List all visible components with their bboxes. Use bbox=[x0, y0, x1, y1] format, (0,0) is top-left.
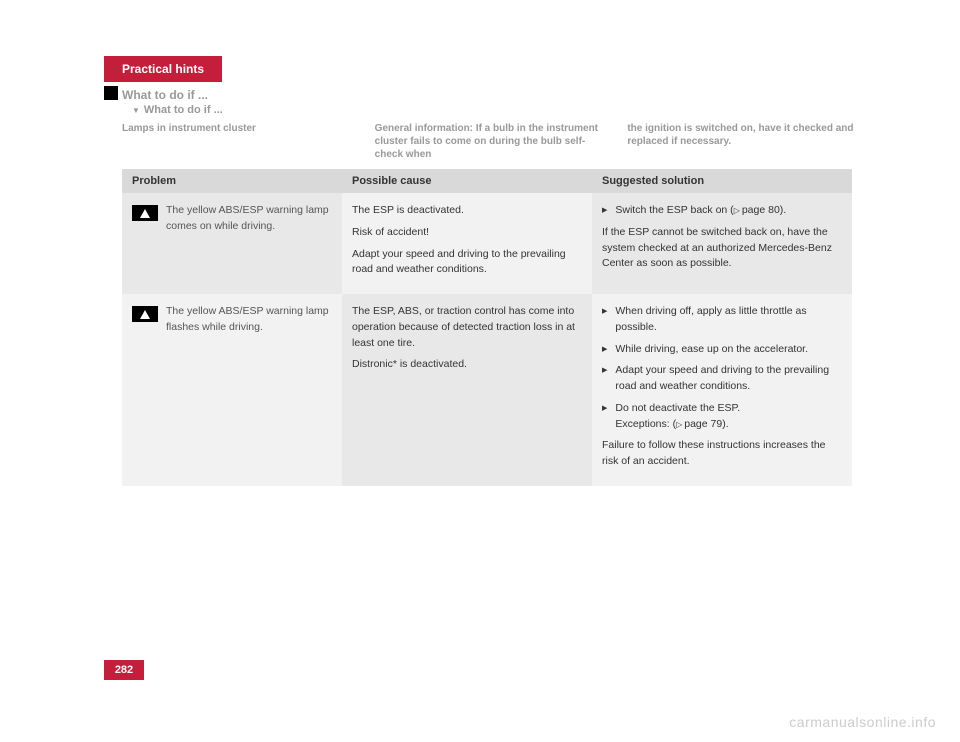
bullet-text: Adapt your speed and driving to the prev… bbox=[615, 363, 842, 395]
solution-bullet: Do not deactivate the ESP. Exceptions: (… bbox=[602, 401, 842, 433]
bullet-text: Exceptions: ( bbox=[615, 418, 676, 430]
solution-bullet: When driving off, apply as little thrott… bbox=[602, 304, 842, 336]
table-row: The yellow ABS/ESP warning lamp comes on… bbox=[122, 193, 852, 294]
subsection-label: What to do if ... bbox=[144, 104, 223, 116]
page-number: 282 bbox=[104, 660, 144, 680]
col-right-heading: the ignition is switched on, have it che… bbox=[627, 122, 864, 161]
header-solution: Suggested solution bbox=[592, 169, 852, 193]
subsection-title: What to do if ... bbox=[132, 104, 864, 116]
solution-bullet: Switch the ESP back on (page 80). bbox=[602, 203, 842, 219]
warning-lamp-icon bbox=[132, 306, 158, 322]
solution-bullet: Adapt your speed and driving to the prev… bbox=[602, 363, 842, 395]
problem-text: The yellow ABS/ESP warning lamp comes on… bbox=[166, 203, 332, 284]
table-header-row: Problem Possible cause Suggested solutio… bbox=[122, 169, 852, 193]
bullet-text: When driving off, apply as little thrott… bbox=[615, 304, 842, 336]
watermark: carmanualsonline.info bbox=[789, 714, 936, 730]
cause-cell: The ESP is deactivated. Risk of accident… bbox=[342, 193, 592, 294]
cause-line: Distronic* is deactivated. bbox=[352, 357, 582, 373]
section-marker bbox=[104, 86, 118, 100]
info-columns: Lamps in instrument cluster General info… bbox=[122, 122, 864, 161]
solution-paragraph: If the ESP cannot be switched back on, h… bbox=[602, 225, 842, 272]
cause-cell: The ESP, ABS, or traction control has co… bbox=[342, 294, 592, 486]
section-title: What to do if ... bbox=[122, 88, 864, 102]
solution-paragraph: Failure to follow these instructions inc… bbox=[602, 438, 842, 470]
bullet-text: Switch the ESP back on ( bbox=[615, 204, 733, 216]
cause-line: The ESP is deactivated. bbox=[352, 203, 582, 219]
warning-lamp-icon bbox=[132, 205, 158, 221]
solution-cell: When driving off, apply as little thrott… bbox=[592, 294, 852, 486]
cause-line: Adapt your speed and driving to the prev… bbox=[352, 247, 582, 279]
cause-line: Risk of accident! bbox=[352, 225, 582, 241]
solution-bullet: While driving, ease up on the accelerato… bbox=[602, 342, 842, 358]
solution-cell: Switch the ESP back on (page 80). If the… bbox=[592, 193, 852, 294]
problem-text: The yellow ABS/ESP warning lamp flashes … bbox=[166, 304, 332, 476]
bullet-text: While driving, ease up on the accelerato… bbox=[615, 342, 808, 358]
page-ref: page 80). bbox=[734, 204, 787, 216]
problem-cell: The yellow ABS/ESP warning lamp flashes … bbox=[122, 294, 342, 486]
col-middle-heading: General information: If a bulb in the in… bbox=[375, 122, 612, 161]
col-left-heading: Lamps in instrument cluster bbox=[122, 122, 359, 161]
header-cause: Possible cause bbox=[342, 169, 592, 193]
header-problem: Problem bbox=[122, 169, 342, 193]
cause-line: The ESP, ABS, or traction control has co… bbox=[352, 304, 582, 351]
bullet-text: Do not deactivate the ESP. bbox=[615, 402, 740, 414]
problem-cell: The yellow ABS/ESP warning lamp comes on… bbox=[122, 193, 342, 294]
chapter-tab: Practical hints bbox=[104, 56, 222, 82]
table-row: The yellow ABS/ESP warning lamp flashes … bbox=[122, 294, 852, 486]
page-ref: page 79). bbox=[676, 418, 729, 430]
troubleshooting-table: Problem Possible cause Suggested solutio… bbox=[122, 169, 852, 486]
